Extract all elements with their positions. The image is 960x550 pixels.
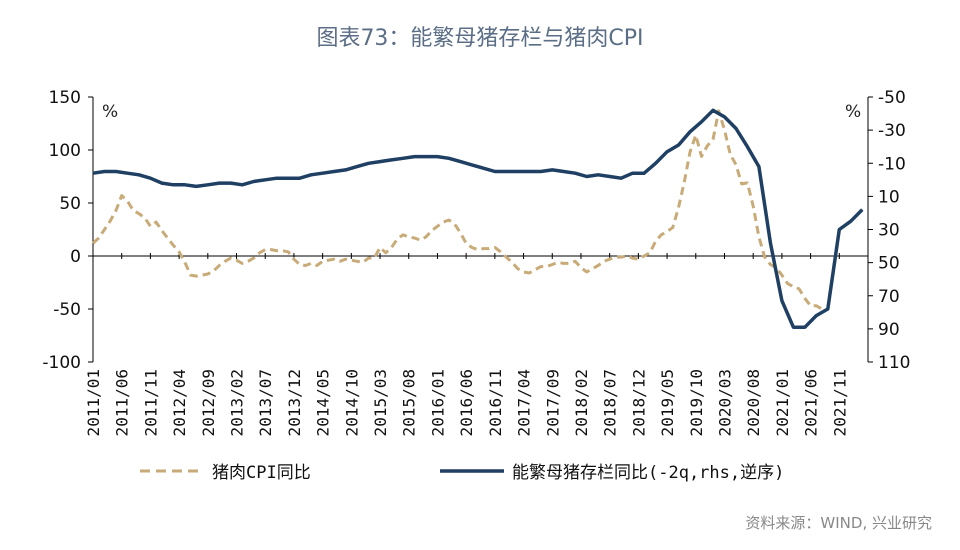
legend-swatch-sow bbox=[440, 468, 504, 473]
left-axis-unit: % bbox=[102, 102, 119, 122]
left-axis-tick-label: 100 bbox=[49, 141, 81, 161]
right-axis-tick-label: 90 bbox=[878, 320, 900, 340]
chart-title: 图表73：能繁母猪存栏与猪肉CPI bbox=[316, 26, 644, 51]
x-axis-tick-label: 2021/11 bbox=[830, 369, 849, 436]
legend-item-cpi: 猪肉CPI同比 bbox=[140, 458, 311, 483]
x-axis-tick-label: 2012/04 bbox=[170, 369, 189, 436]
x-axis-tick-label: 2016/06 bbox=[457, 369, 476, 436]
x-axis-tick-label: 2018/12 bbox=[629, 369, 648, 436]
x-axis-tick-label: 2017/04 bbox=[515, 369, 534, 436]
x-axis-tick-label: 2015/08 bbox=[400, 369, 419, 436]
right-axis-tick-label: -10 bbox=[878, 154, 906, 174]
x-axis-tick-label: 2019/05 bbox=[658, 369, 677, 436]
legend-swatch-cpi bbox=[140, 469, 204, 472]
x-axis-tick-label: 2016/11 bbox=[486, 369, 505, 436]
x-axis-tick-label: 2014/05 bbox=[314, 369, 333, 436]
x-axis-tick-label: 2019/10 bbox=[687, 369, 706, 436]
x-axis-tick-label: 2011/01 bbox=[84, 369, 103, 436]
right-axis-tick-label: 50 bbox=[878, 254, 900, 274]
left-axis-tick-label: 0 bbox=[70, 247, 81, 267]
x-axis-tick-label: 2014/10 bbox=[342, 369, 361, 436]
right-axis-tick-label: -30 bbox=[878, 121, 906, 141]
x-axis-tick-label: 2011/06 bbox=[113, 369, 132, 436]
x-axis-tick-label: 2020/08 bbox=[744, 369, 763, 436]
x-axis-tick-label: 2021/06 bbox=[802, 369, 821, 436]
right-axis-tick-label: 30 bbox=[878, 221, 900, 241]
right-axis-tick-label: -50 bbox=[878, 88, 906, 108]
right-axis-tick-label: 70 bbox=[878, 287, 900, 307]
left-axis-tick-label: 150 bbox=[49, 88, 81, 108]
x-axis-tick-label: 2013/02 bbox=[228, 369, 247, 436]
legend-label-cpi: 猪肉CPI同比 bbox=[212, 463, 311, 483]
legend-item-sow: 能繁母猪存栏同比(-2q,rhs,逆序) bbox=[440, 458, 784, 483]
x-axis-tick-label: 2021/01 bbox=[773, 369, 792, 436]
x-axis-tick-label: 2012/09 bbox=[199, 369, 218, 436]
x-axis-tick-label: 2015/03 bbox=[371, 369, 390, 436]
x-axis-tick-label: 2017/09 bbox=[543, 369, 562, 436]
x-axis-tick-label: 2013/12 bbox=[285, 369, 304, 436]
source-note: 资料来源：WIND, 兴业研究 bbox=[745, 514, 932, 532]
x-axis-tick-label: 2018/02 bbox=[572, 369, 591, 436]
series-line-sow-inventory bbox=[92, 108, 864, 329]
right-axis-tick-label: 110 bbox=[878, 353, 910, 373]
x-axis-tick-label: 2011/11 bbox=[141, 369, 160, 436]
x-axis-tick-label: 2020/03 bbox=[715, 369, 734, 436]
x-axis-tick-label: 2018/07 bbox=[601, 369, 620, 436]
right-axis-tick-label: 10 bbox=[878, 187, 900, 207]
left-axis-tick-label: 50 bbox=[59, 194, 81, 214]
left-axis-tick-label: -100 bbox=[42, 353, 81, 373]
left-axis-tick-label: -50 bbox=[53, 300, 81, 320]
right-axis-unit: % bbox=[845, 102, 862, 122]
x-axis-tick-label: 2016/01 bbox=[428, 369, 447, 436]
x-axis-tick-label: 2013/07 bbox=[256, 369, 275, 436]
legend-label-sow: 能繁母猪存栏同比(-2q,rhs,逆序) bbox=[512, 463, 785, 483]
series-line-pork-cpi bbox=[91, 109, 823, 311]
